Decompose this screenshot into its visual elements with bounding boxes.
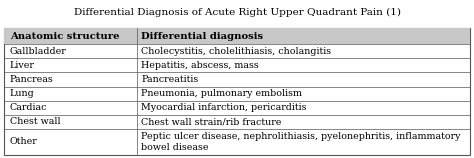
Text: Cardiac: Cardiac	[9, 103, 47, 112]
Text: Other: Other	[9, 137, 37, 146]
Text: Hepatitis, abscess, mass: Hepatitis, abscess, mass	[141, 61, 259, 70]
Text: Pancreas: Pancreas	[9, 75, 54, 84]
Text: Gallbladder: Gallbladder	[9, 47, 66, 56]
Text: Chest wall strain/rib fracture: Chest wall strain/rib fracture	[141, 117, 282, 126]
Text: Myocardial infarction, pericarditis: Myocardial infarction, pericarditis	[141, 103, 307, 112]
Text: Pancreatitis: Pancreatitis	[141, 75, 199, 84]
Text: Anatomic structure: Anatomic structure	[9, 32, 119, 41]
Text: Pneumonia, pulmonary embolism: Pneumonia, pulmonary embolism	[141, 89, 302, 98]
Text: Cholecystitis, cholelithiasis, cholangitis: Cholecystitis, cholelithiasis, cholangit…	[141, 47, 332, 56]
Text: Differential diagnosis: Differential diagnosis	[141, 32, 264, 41]
Text: Lung: Lung	[9, 89, 34, 98]
Text: Differential Diagnosis of Acute Right Upper Quadrant Pain (1): Differential Diagnosis of Acute Right Up…	[73, 7, 401, 17]
Text: Chest wall: Chest wall	[9, 117, 60, 126]
Text: Peptic ulcer disease, nephrolithiasis, pyelonephritis, inflammatory
bowel diseas: Peptic ulcer disease, nephrolithiasis, p…	[141, 132, 461, 152]
Text: Liver: Liver	[9, 61, 35, 70]
